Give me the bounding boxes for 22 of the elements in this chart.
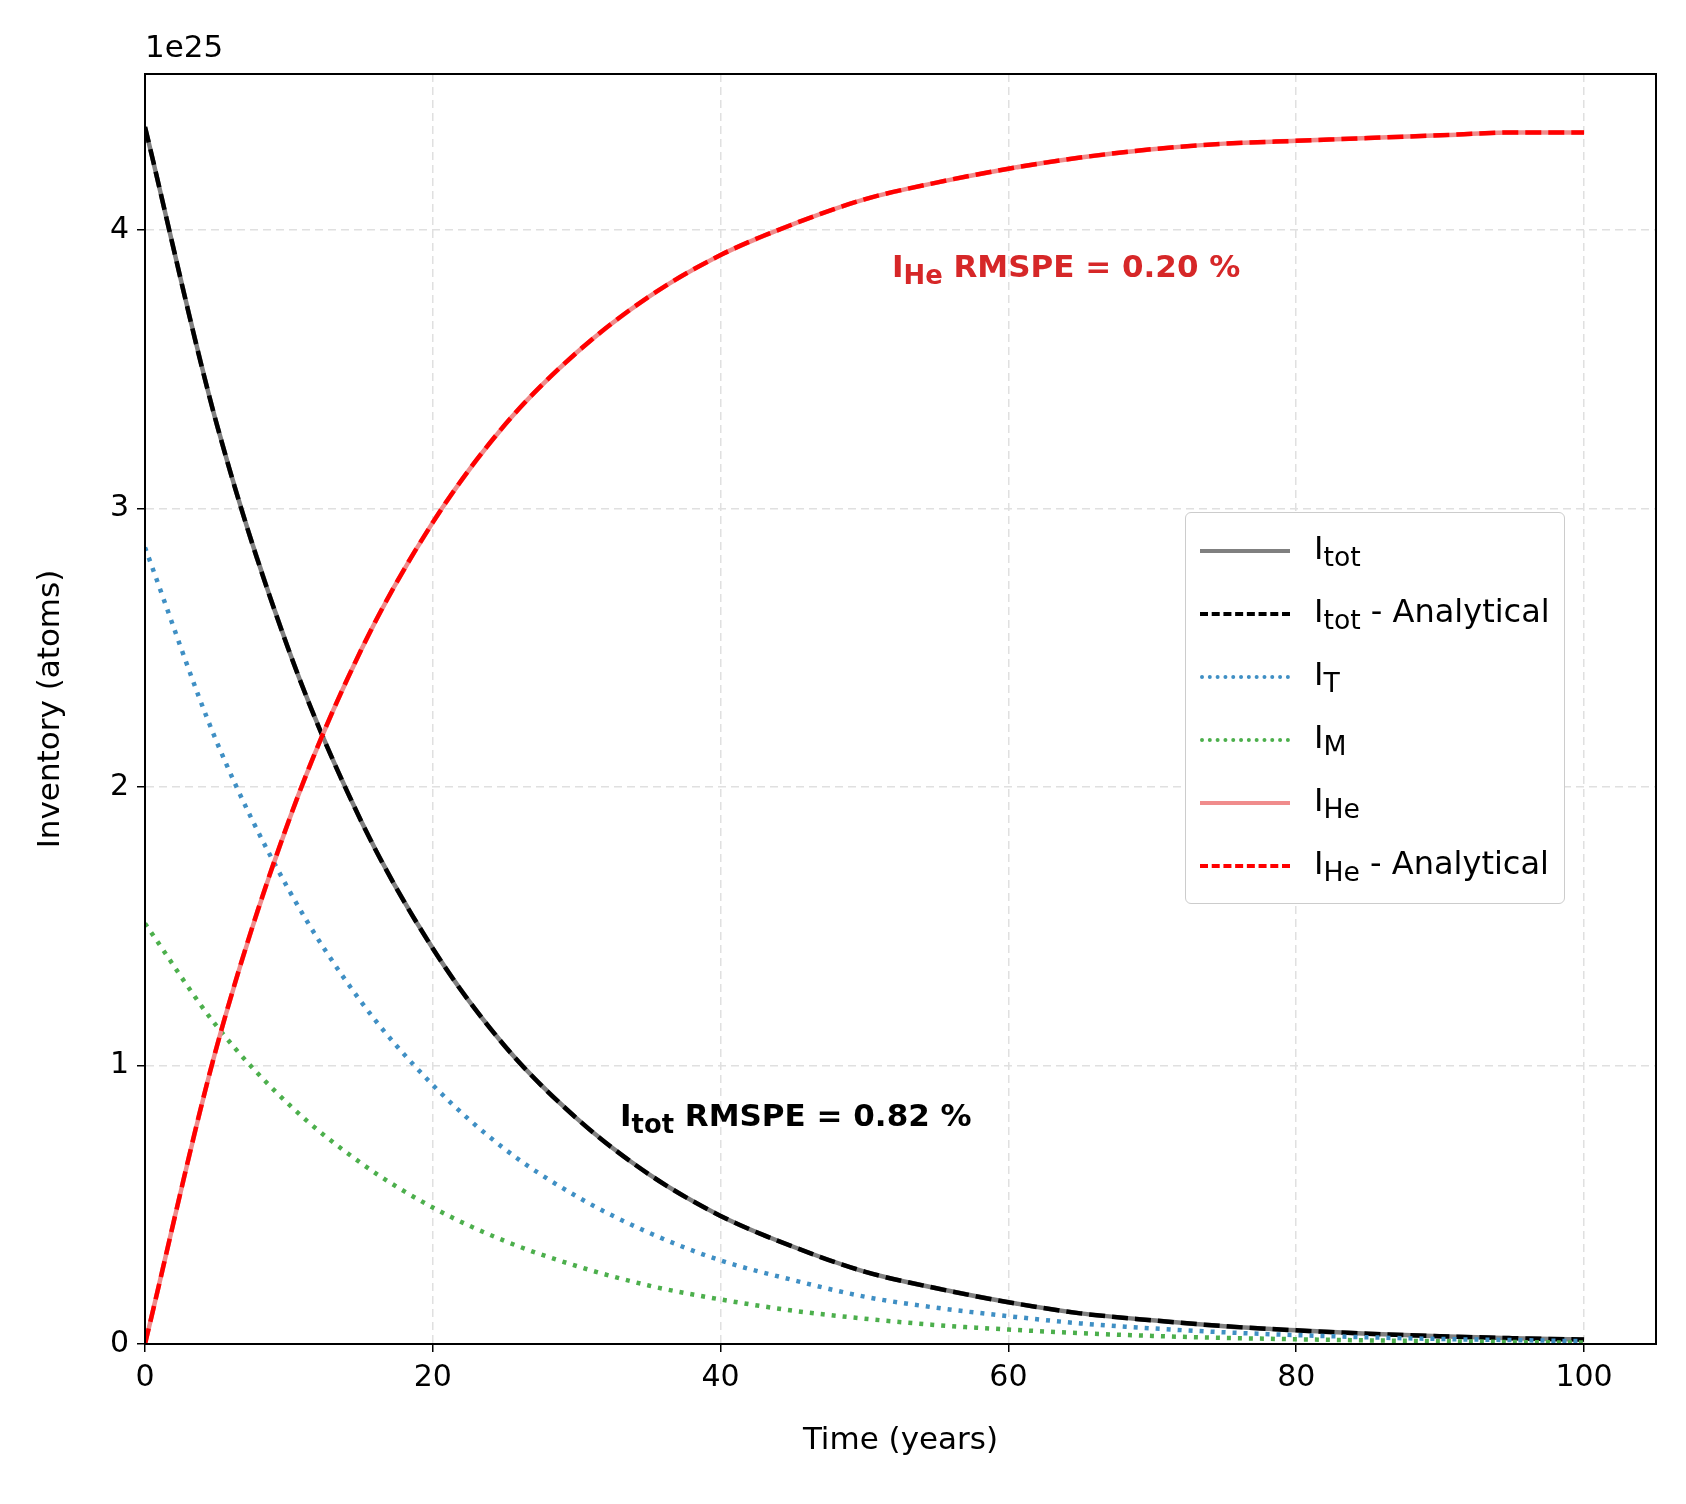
x-tick-label: 100 xyxy=(1555,1357,1613,1393)
x-tick-label: 80 xyxy=(1277,1357,1316,1393)
legend-label: I$_{He}$ - Analytical xyxy=(1314,843,1549,888)
legend-label: I$_{M}$ xyxy=(1314,717,1347,762)
text: 1e25 xyxy=(145,28,224,64)
y-tick-label: 1 xyxy=(109,1045,129,1081)
legend-label: I$_{T}$ xyxy=(1314,654,1340,699)
legend-label: I$_{tot}$ - Analytical xyxy=(1314,591,1550,636)
annotation: I$_{tot}$ RMSPE = 0.82 % xyxy=(620,1097,972,1140)
legend-label: I$_{He}$ xyxy=(1314,780,1360,825)
y-tick-label: 0 xyxy=(109,1323,129,1359)
x-tick-label: 60 xyxy=(989,1357,1028,1393)
y-axis-title: Inventory (atoms) xyxy=(29,569,66,849)
x-tick-label: 20 xyxy=(413,1357,452,1393)
x-axis-title: Time (years) xyxy=(801,1420,999,1457)
y-tick-label: 2 xyxy=(109,766,129,802)
y-tick-label: 4 xyxy=(109,209,129,245)
x-tick-label: 0 xyxy=(135,1357,155,1393)
y-tick-label: 3 xyxy=(109,488,129,524)
x-tick-label: 40 xyxy=(701,1357,740,1393)
annotation: I$_{He}$ RMSPE = 0.20 % xyxy=(892,248,1241,291)
legend-label: I$_{tot}$ xyxy=(1314,528,1361,573)
